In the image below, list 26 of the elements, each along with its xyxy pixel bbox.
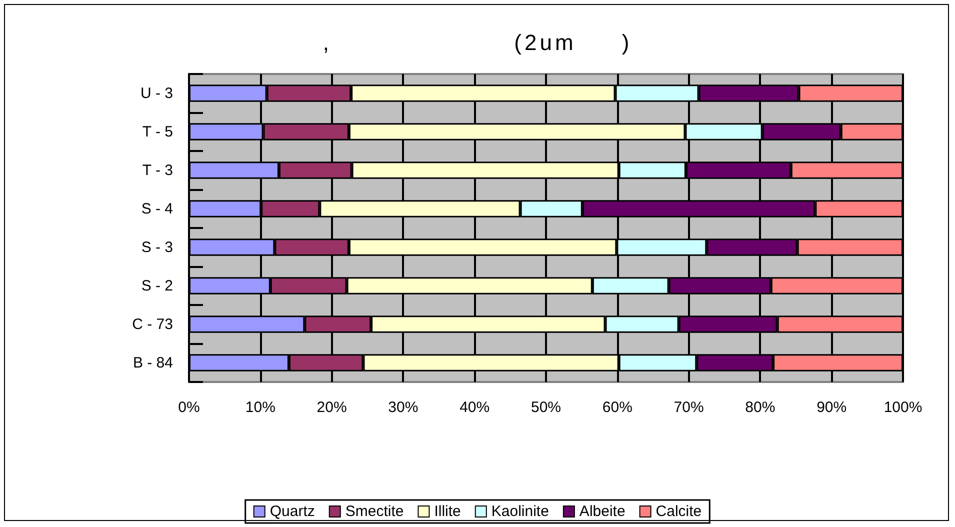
y-tick-label: B - 84 — [132, 354, 173, 372]
legend-label: Illite — [434, 503, 461, 520]
y-tick-label: S - 3 — [141, 238, 173, 256]
chart-title: , (2um ) — [322, 30, 634, 56]
y-tick-label: T - 5 — [142, 123, 173, 140]
x-tick-label: 100% — [884, 399, 922, 416]
y-tick-label: S - 2 — [141, 277, 173, 294]
y-tick-label: T - 3 — [142, 162, 173, 179]
x-tick-label: 80% — [745, 399, 776, 416]
legend-label: Smectite — [345, 503, 404, 520]
x-tick-label: 50% — [530, 399, 562, 416]
legend-label: Kaolinite — [491, 503, 549, 520]
y-tick-label: C - 73 — [132, 316, 173, 333]
x-tick-label: 40% — [460, 399, 490, 416]
legend-label: Albeite — [579, 503, 626, 520]
legend-label: Calcite — [656, 503, 702, 520]
y-tick-label: U - 3 — [140, 84, 173, 102]
x-tick-label: 60% — [602, 399, 632, 416]
x-tick-label: 10% — [245, 399, 276, 416]
legend-label: Quartz — [270, 503, 315, 520]
x-tick-label: 0% — [178, 399, 200, 416]
x-tick-label: 30% — [388, 399, 418, 416]
x-tick-label: 70% — [674, 399, 704, 416]
x-tick-label: 20% — [316, 399, 347, 416]
x-tick-label: 90% — [816, 399, 847, 416]
y-tick-label: S - 4 — [141, 200, 173, 218]
